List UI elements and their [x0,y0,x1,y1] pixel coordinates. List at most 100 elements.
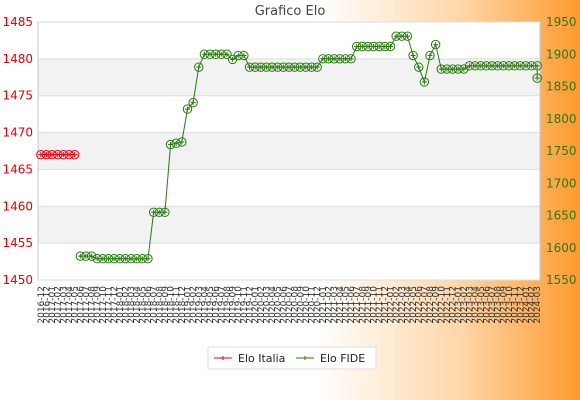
data-point [346,54,356,64]
data-point [188,97,198,108]
x-tick-label: 2020-02 [257,286,267,324]
data-point-cross [433,42,439,48]
data-point-cross [72,152,78,158]
x-tick-label: 2022-02 [392,286,402,324]
x-tick-label: 2018-05 [138,286,148,324]
data-point-cross [145,256,151,262]
chart-title: Grafico Elo [255,4,326,19]
plot-band [38,132,540,170]
x-tick-label: 2019-03 [195,286,205,324]
x-tick-label: 2021-10 [370,286,380,324]
x-tick-label: 2020-12 [313,286,323,324]
legend-label: Elo Italia [238,352,285,365]
data-point [143,254,153,264]
data-point [222,49,232,59]
data-point-cross [162,209,168,215]
x-tick-label: 2016-12 [37,286,47,324]
x-tick-label: 2019-08 [223,286,233,324]
x-tick-label: 2018-11 [172,286,182,324]
data-point [171,138,181,148]
right-tick-label: 1750 [546,144,577,158]
data-point-cross [348,56,354,62]
x-tick-label: 2023-04 [471,286,481,324]
x-tick-label: 2017-08 [88,286,98,324]
left-axis: 1450 1455 1460 1465 1470 1475 1480 1485 [2,15,33,287]
x-tick-label: 2021-02 [324,286,334,324]
left-tick-label: 1460 [2,199,33,213]
x-tick-label: 2018-04 [133,286,143,324]
x-tick-label: 2017-11 [105,286,115,324]
series-elo-italia [36,149,80,160]
x-tick-label: 2017-04 [65,286,75,324]
x-tick-label: 2020-09 [296,286,306,324]
data-point [419,77,430,87]
x-tick-label: 2024-02 [528,286,538,324]
plot-band [38,169,540,207]
x-tick-label: 2019-05 [206,286,216,324]
x-tick-label: 2017-02 [54,286,64,324]
right-tick-label: 1800 [546,112,577,126]
left-tick-label: 1470 [2,126,33,140]
x-tick-label: 2023-01 [454,286,464,324]
x-tick-label: 2016-12 [42,286,52,324]
x-tick-label: 2022-05 [409,286,419,324]
left-tick-label: 1465 [2,162,33,176]
left-tick-label: 1485 [2,15,33,29]
data-point [385,41,396,52]
data-point [86,251,97,261]
x-tick-label: 2020-11 [308,286,318,324]
x-tick-label: 2022-08 [426,286,436,324]
x-tick-label: 2023-10 [505,286,515,324]
data-point-cross [184,106,190,112]
x-tick-label: 2022-07 [420,286,430,324]
x-tick-label: 2023-09 [499,286,509,324]
plot-band [38,58,540,96]
legend-marker [221,356,225,360]
x-tick-label: 2021-05 [341,286,351,324]
x-tick-label: 2023-08 [494,286,504,324]
x-tick-label: 2021-12 [381,286,391,324]
legend-label: Elo FIDE [320,352,365,365]
x-tick-label: 2022-04 [403,286,413,324]
data-point-cross [89,253,95,259]
data-point-cross [179,139,185,145]
data-point [182,104,193,114]
x-tick-label: 2019-02 [189,286,199,324]
x-tick-label: 2018-03 [127,286,137,324]
x-tick-label: 2021-07 [353,286,363,324]
legend-box [207,346,377,370]
plot-band [38,22,540,59]
x-tick-label: 2018-07 [150,286,160,324]
x-tick-label: 2017-12 [110,286,120,324]
data-point [430,39,441,50]
data-point-cross [314,64,320,70]
x-tick-label: 2020-03 [262,286,272,324]
legend-item: Elo FIDE [296,352,365,365]
left-tick-label: 1480 [2,52,33,66]
right-tick-label: 1900 [546,47,577,61]
x-tick-label: 2021-11 [375,286,385,324]
x-tick-label: 2023-11 [511,286,521,324]
x-tick-label: 2022-06 [415,286,425,324]
x-tick-label: 2024-03 [533,286,543,324]
x-tick-label: 2019-10 [234,286,244,324]
x-tick-label: 2023-05 [477,286,487,324]
data-point-cross [224,51,230,57]
right-tick-label: 1850 [546,80,577,94]
left-tick-label: 1450 [2,273,33,287]
data-point [177,137,187,147]
data-point [532,61,542,71]
plot-band [38,95,540,133]
plot-background [37,21,541,281]
series-layer [36,31,542,264]
x-tick-label: 2020-05 [274,286,284,324]
data-point [459,64,469,74]
right-tick-label: 1600 [546,241,577,255]
x-tick-label: 2020-10 [302,286,312,324]
x-tick-label: 2023-02 [460,286,470,324]
x-tick-label: 2019-01 [183,286,193,324]
data-point-cross [404,33,410,39]
x-tick-label: 2019-11 [240,286,250,324]
plot-band [38,206,540,244]
x-tick-label: 2017-07 [82,286,92,324]
